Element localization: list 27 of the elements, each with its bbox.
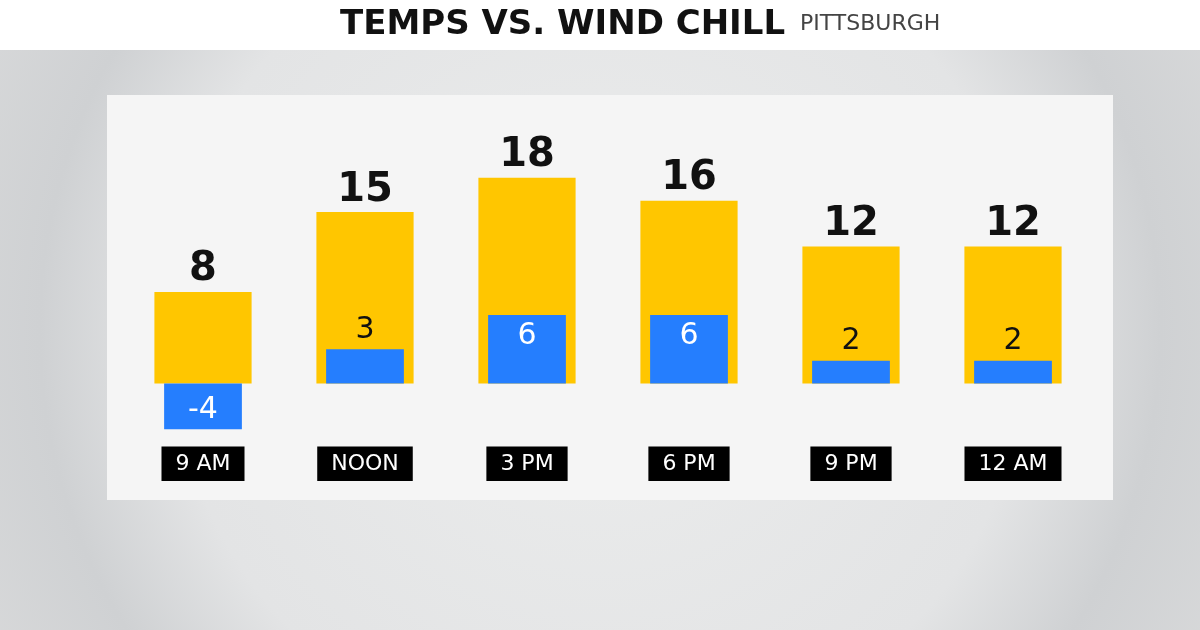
- chart-subtitle: PITTSBURGH: [800, 10, 941, 35]
- data-label: 16: [661, 152, 717, 199]
- x-tick-label: 9 AM: [175, 449, 231, 475]
- data-label: 2: [1003, 321, 1023, 357]
- bar: [488, 314, 566, 384]
- bar: [326, 349, 404, 384]
- data-label: 6: [679, 315, 699, 351]
- data-label: 8: [189, 243, 217, 290]
- chart-title: TEMPS VS. WIND CHILL: [340, 2, 786, 42]
- data-label: 6: [517, 315, 537, 351]
- data-label: 3: [355, 310, 375, 345]
- data-label: -4: [188, 389, 218, 425]
- bar: [164, 383, 242, 430]
- x-tick-label: 12 AM: [978, 449, 1048, 475]
- bar: [650, 314, 728, 384]
- bar: [154, 292, 252, 384]
- data-label: 18: [499, 129, 555, 176]
- data-label: 15: [337, 163, 393, 210]
- x-tick-label: 3 PM: [500, 449, 554, 475]
- data-label: 2: [841, 321, 861, 357]
- bar: [974, 360, 1052, 384]
- x-tick-label: NOON: [331, 449, 399, 475]
- data-label: 12: [823, 197, 879, 244]
- x-tick-label: 6 PM: [662, 449, 716, 475]
- data-label: 12: [985, 197, 1041, 244]
- x-tick-label: 9 PM: [824, 449, 878, 475]
- bar: [812, 360, 890, 384]
